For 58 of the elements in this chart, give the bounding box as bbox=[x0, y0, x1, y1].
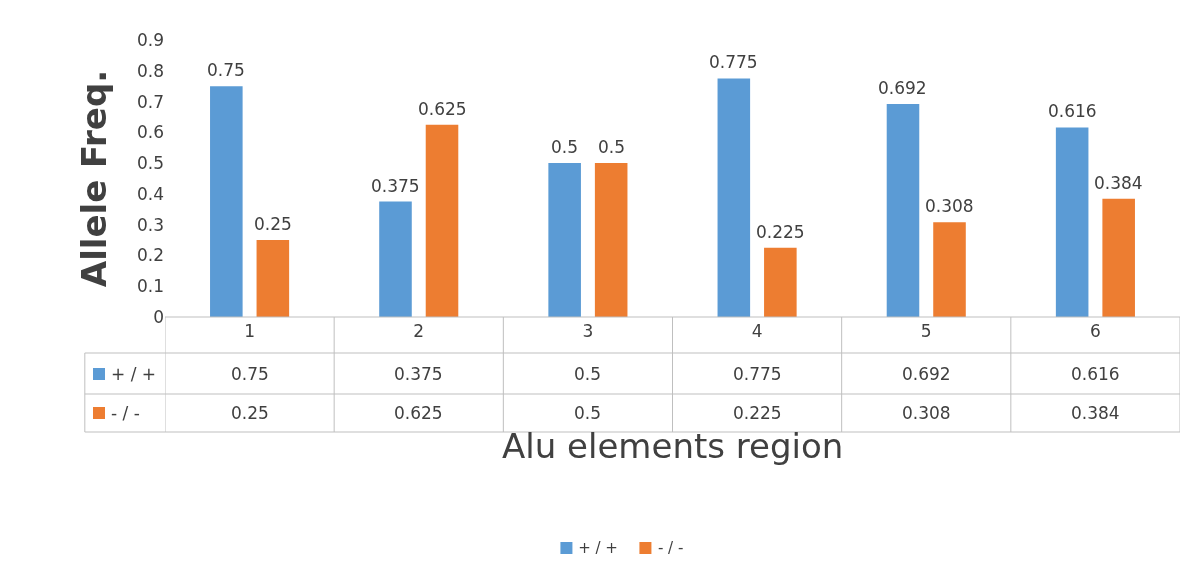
bar bbox=[933, 222, 966, 317]
annotation: 0.5 bbox=[551, 137, 579, 157]
x-tick-label: 4 bbox=[751, 321, 763, 341]
data-label: 0.25 bbox=[231, 403, 269, 423]
annotation: 0.225 bbox=[756, 222, 805, 242]
x-tick-label: 2 bbox=[413, 321, 425, 341]
bar bbox=[1102, 198, 1135, 317]
y-tick-label: 0.6 bbox=[136, 122, 164, 143]
legend-label: + / + bbox=[111, 364, 157, 384]
annotation: 0.75 bbox=[207, 60, 245, 80]
y-tick-label: 0.1 bbox=[136, 276, 164, 297]
x-tick-label: 1 bbox=[244, 321, 255, 341]
bar bbox=[210, 86, 243, 317]
annotation: 0.308 bbox=[925, 196, 974, 216]
x-axis-title: Alu elements region bbox=[502, 426, 844, 466]
data-label: 0.692 bbox=[902, 364, 951, 384]
x-tick-label: 5 bbox=[920, 321, 932, 341]
bar bbox=[548, 163, 581, 317]
x-tick-label: 6 bbox=[1090, 321, 1101, 341]
bar bbox=[594, 163, 628, 317]
data-label: 0.616 bbox=[1071, 364, 1120, 384]
bar bbox=[886, 104, 920, 317]
bar bbox=[764, 247, 797, 317]
y-tick-label: 0 bbox=[153, 306, 164, 327]
y-axis-title: Allele Freq. bbox=[73, 69, 114, 288]
annotation: 0.25 bbox=[254, 214, 292, 234]
legend-label: - / - bbox=[111, 403, 140, 423]
data-label: 0.775 bbox=[733, 364, 782, 384]
data-label: 0.308 bbox=[902, 403, 951, 423]
annotation: 0.625 bbox=[418, 99, 467, 119]
data-label: 0.375 bbox=[394, 364, 443, 384]
data-label: 0.625 bbox=[394, 403, 443, 423]
data-label: 0.5 bbox=[574, 403, 602, 423]
annotation: 0.775 bbox=[709, 52, 758, 72]
bar bbox=[256, 240, 290, 317]
x-tick-label: 3 bbox=[582, 321, 594, 341]
annotation: 0.375 bbox=[371, 176, 420, 196]
annotation: 0.384 bbox=[1094, 173, 1143, 193]
bar bbox=[379, 201, 412, 317]
data-label: 0.384 bbox=[1071, 403, 1120, 423]
text: + / + bbox=[578, 539, 618, 557]
bar bbox=[425, 124, 459, 317]
y-tick-label: 0.7 bbox=[136, 91, 164, 112]
data-label: 0.75 bbox=[231, 364, 269, 384]
bar bbox=[1055, 127, 1089, 317]
y-tick-label: 0.8 bbox=[136, 60, 164, 81]
data-label: 0.5 bbox=[574, 364, 602, 384]
annotation: 0.5 bbox=[598, 137, 626, 157]
y-tick-label: 0.5 bbox=[136, 153, 164, 174]
annotation: 0.616 bbox=[1048, 101, 1097, 121]
y-tick-label: 0.2 bbox=[136, 245, 164, 266]
y-tick-label: 0.9 bbox=[136, 29, 164, 50]
text: - / - bbox=[657, 539, 684, 557]
bar bbox=[717, 78, 751, 317]
annotation: 0.692 bbox=[878, 78, 927, 98]
data-label: 0.225 bbox=[733, 403, 782, 423]
y-tick-label: 0.3 bbox=[136, 214, 164, 235]
y-tick-label: 0.4 bbox=[136, 183, 164, 204]
